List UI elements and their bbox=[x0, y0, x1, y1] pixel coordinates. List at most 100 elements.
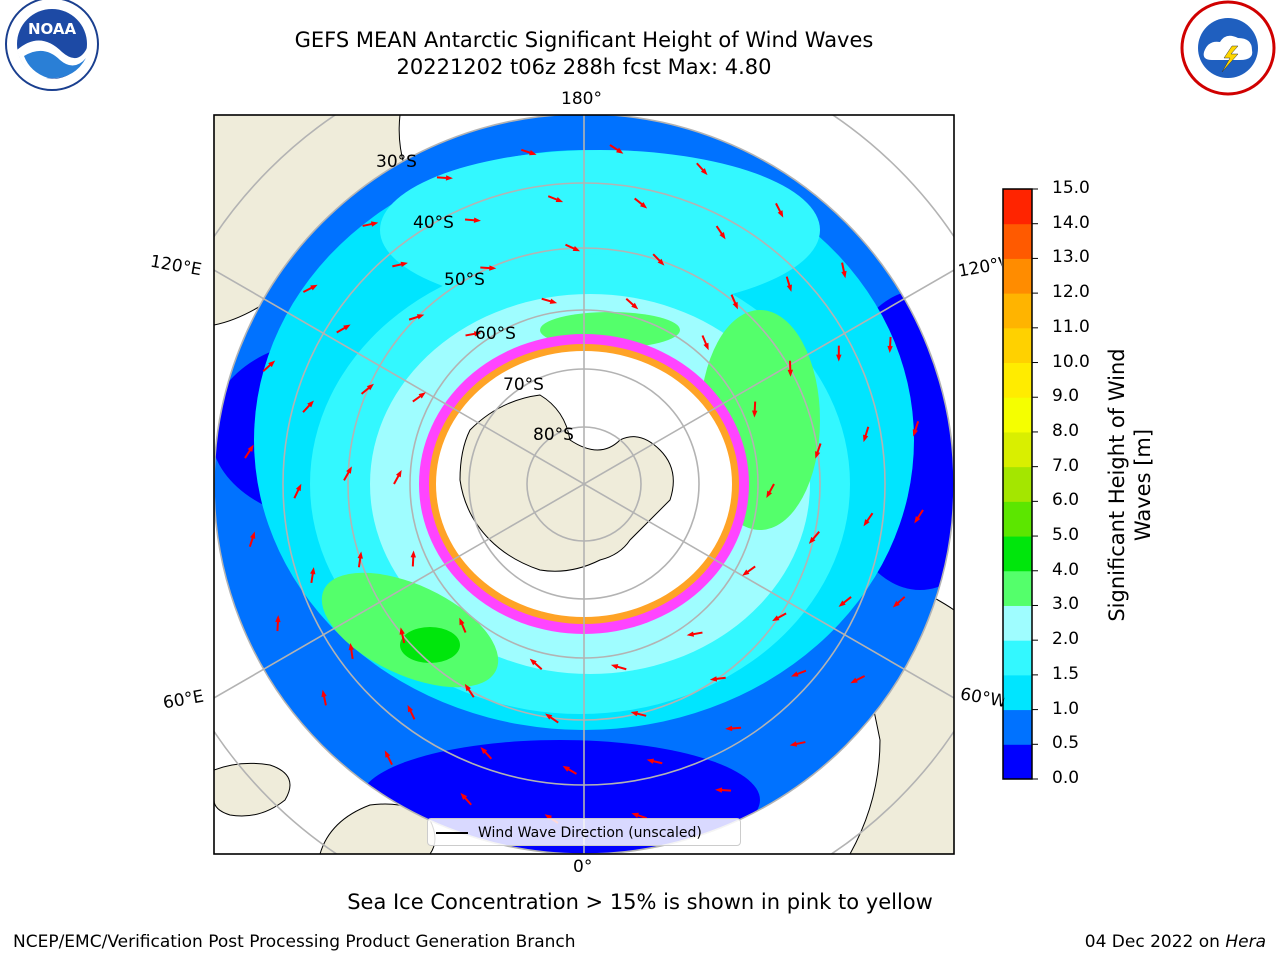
wave-direction-arrowhead bbox=[631, 302, 639, 310]
colorbar-segment bbox=[1003, 466, 1032, 502]
colorbar-tick-label: 2.0 bbox=[1052, 629, 1080, 650]
wave-direction-arrowhead bbox=[715, 787, 723, 793]
nws-logo bbox=[1180, 0, 1276, 96]
colorbar-segment bbox=[1003, 189, 1032, 225]
wave-direction-arrowhead bbox=[838, 600, 846, 607]
wave-direction-arrowhead bbox=[268, 360, 276, 368]
footer-date: 04 Dec 2022 on Hera bbox=[1085, 932, 1266, 952]
colorbar-segment bbox=[1003, 570, 1032, 606]
colorbar-tick-label: 4.0 bbox=[1052, 559, 1080, 580]
lat-label-60s: 60°S bbox=[475, 324, 516, 344]
lat-label-70s: 70°S bbox=[503, 375, 544, 395]
wave-direction-arrowhead bbox=[247, 444, 254, 452]
noaa-logo-text: NOAA bbox=[28, 20, 77, 38]
wave-direction-arrowhead bbox=[529, 658, 537, 666]
colorbar-tick-label: 5.0 bbox=[1052, 525, 1080, 546]
wave-direction-arrowhead bbox=[250, 531, 256, 539]
colorbar-title: Significant Height of Wind Waves [m] bbox=[1105, 348, 1155, 622]
colorbar-segment bbox=[1003, 431, 1032, 468]
wave-direction-arrowhead bbox=[686, 631, 695, 637]
colorbar-segment bbox=[1003, 327, 1032, 364]
wave-direction-arrowhead bbox=[346, 466, 352, 474]
chart-title: GEFS MEAN Antarctic Significant Height o… bbox=[294, 28, 874, 52]
footer-date-text: 04 Dec 2022 on bbox=[1084, 932, 1220, 952]
wave-direction-arrowhead bbox=[912, 429, 918, 437]
wave-direction-arrowhead bbox=[384, 750, 391, 758]
wave-direction-arrowhead bbox=[841, 270, 847, 279]
wave-direction-arrowhead bbox=[348, 643, 354, 651]
sea-ice-note: Sea Ice Concentration > 15% is shown in … bbox=[347, 890, 933, 914]
wave-direction-arrowhead bbox=[700, 168, 708, 176]
wave-direction-arrowhead bbox=[719, 232, 726, 240]
colorbar-tick-label: 6.0 bbox=[1052, 490, 1080, 511]
map-frame bbox=[213, 114, 955, 855]
wave-direction-arrowhead bbox=[473, 331, 482, 337]
wave-direction-arrowhead bbox=[887, 345, 893, 353]
wave-direction-arrowhead bbox=[295, 483, 302, 492]
wave-direction-arrowhead bbox=[445, 175, 453, 181]
wave-direction-arrowhead bbox=[786, 284, 792, 292]
legend-line-swatch bbox=[436, 832, 468, 834]
wave-direction-arrowhead bbox=[395, 469, 402, 478]
map-legend: Wind Wave Direction (unscaled) bbox=[427, 818, 741, 846]
wave-direction-arrowhead bbox=[777, 210, 784, 218]
wave-direction-arrowhead bbox=[321, 689, 327, 698]
wave-direction-arrowhead bbox=[310, 284, 318, 291]
wave-direction-arrowhead bbox=[631, 812, 639, 818]
wave-direction-arrowhead bbox=[418, 392, 426, 399]
wave-direction-arrowhead bbox=[616, 147, 624, 154]
wave-direction-arrowhead bbox=[545, 713, 553, 720]
wave-direction-arrowhead bbox=[357, 551, 363, 559]
colorbar-tick-label: 0.5 bbox=[1052, 733, 1080, 754]
wave-direction-arrowhead bbox=[275, 615, 281, 623]
lon-label-180: 180° bbox=[561, 89, 602, 109]
wave-direction-arrowhead bbox=[410, 550, 416, 558]
colorbar-tick-label: 1.5 bbox=[1052, 663, 1080, 684]
chart-subtitle: 20221202 t06z 288h fcst Max: 4.80 bbox=[396, 55, 772, 79]
wave-direction-arrowhead bbox=[400, 261, 408, 268]
colorbar-segment bbox=[1003, 501, 1032, 537]
wave-direction-arrowhead bbox=[646, 758, 655, 764]
wave-direction-arrowhead bbox=[703, 342, 709, 351]
wave-direction-arrowhead bbox=[572, 245, 581, 252]
wave-direction-arrowhead bbox=[416, 314, 425, 320]
colorbar-tick-label: 7.0 bbox=[1052, 455, 1080, 476]
wave-direction-arrowhead bbox=[863, 519, 870, 527]
wave-direction-arrowhead bbox=[787, 369, 794, 377]
colorbar-tick-label: 8.0 bbox=[1052, 420, 1080, 441]
colorbar-tick-label: 10.0 bbox=[1052, 351, 1090, 372]
wave-direction-arrowhead bbox=[772, 615, 780, 622]
colorbar-segment bbox=[1003, 397, 1032, 433]
lat-label-80s: 80°S bbox=[533, 425, 574, 445]
colorbar bbox=[1002, 188, 1038, 780]
colorbar-segment bbox=[1003, 362, 1032, 398]
colorbar-segment bbox=[1003, 744, 1032, 780]
lon-label-0: 0° bbox=[573, 857, 593, 877]
wave-direction-arrowhead bbox=[732, 301, 738, 310]
wave-direction-arrowhead bbox=[544, 814, 552, 821]
graticule bbox=[214, 115, 954, 854]
wave-direction-arrowhead bbox=[562, 765, 570, 772]
noaa-logo: NOAA bbox=[5, 0, 99, 91]
wave-direction-arrowhead bbox=[343, 324, 351, 331]
wave-direction-arrowhead bbox=[399, 627, 405, 635]
wave-direction-arrowhead bbox=[464, 683, 471, 692]
lat-label-30s: 30°S bbox=[376, 152, 417, 172]
wave-direction-arrowhead bbox=[709, 676, 718, 682]
colorbar-segment bbox=[1003, 709, 1032, 745]
colorbar-segment bbox=[1003, 223, 1032, 259]
wind-wave-arrows bbox=[244, 144, 924, 824]
map-frame-content bbox=[214, 115, 954, 854]
colorbar-tick-label: 14.0 bbox=[1052, 212, 1090, 233]
colorbar-tick-label: 1.0 bbox=[1052, 698, 1080, 719]
wave-direction-arrowhead bbox=[863, 434, 869, 443]
wave-direction-arrowhead bbox=[307, 400, 314, 408]
wave-direction-arrowhead bbox=[808, 536, 816, 544]
wave-direction-arrowhead bbox=[460, 792, 468, 800]
wave-direction-arrowhead bbox=[789, 741, 798, 747]
footer-host: Hera bbox=[1225, 932, 1266, 952]
wave-direction-arrowhead bbox=[657, 258, 665, 266]
colorbar-tick-label: 12.0 bbox=[1052, 282, 1090, 303]
wave-direction-arrowhead bbox=[791, 671, 799, 677]
